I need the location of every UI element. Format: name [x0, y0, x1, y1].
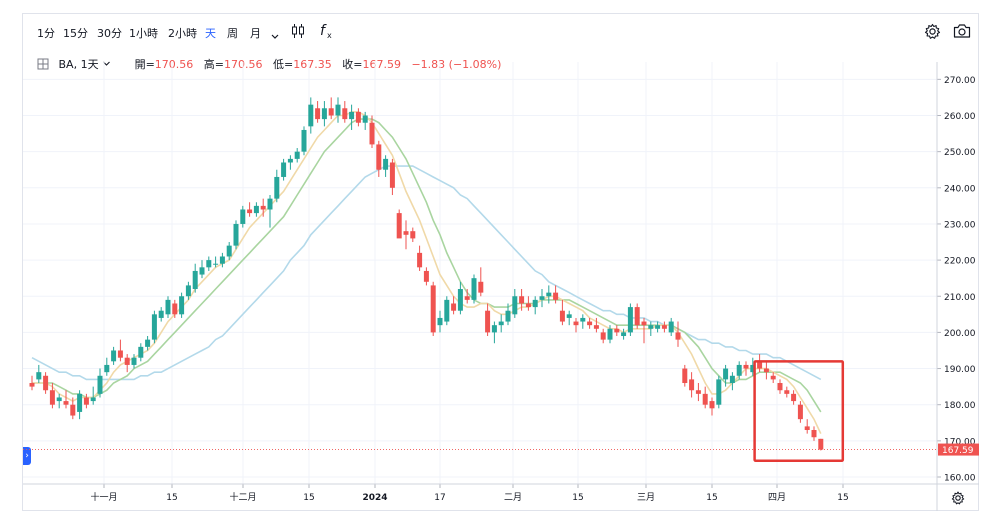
interval-day[interactable]: 天: [205, 27, 216, 40]
interval-month[interactable]: 月: [250, 27, 261, 40]
interval-30m[interactable]: 30分: [97, 27, 122, 40]
low-value: 167.35: [293, 57, 332, 71]
close-label: 收=: [342, 58, 363, 71]
close-value: 167.59: [362, 57, 401, 71]
symbol-label[interactable]: BA, 1天: [58, 58, 99, 71]
interval-15m[interactable]: 15分: [63, 27, 88, 40]
camera-icon[interactable]: [953, 23, 971, 39]
grid-icon[interactable]: [37, 58, 49, 70]
interval-2h[interactable]: 2小時: [168, 27, 197, 40]
interval-week[interactable]: 周: [227, 27, 238, 40]
interval-1h[interactable]: 1小時: [129, 27, 158, 40]
gear-icon[interactable]: [951, 490, 965, 505]
candles-icon[interactable]: [290, 23, 306, 39]
open-value: 170.56: [154, 57, 194, 71]
chevron-down-icon[interactable]: [102, 58, 111, 71]
svg-text:f: f: [320, 23, 327, 39]
open-label: 開=: [134, 58, 155, 71]
low-label: 低=: [273, 58, 294, 71]
change-value: −1.83 (−1.08%): [411, 57, 502, 71]
high-label: 高=: [203, 58, 225, 71]
chevron-right-icon[interactable]: ›: [23, 447, 31, 465]
gear-icon[interactable]: [924, 23, 941, 40]
interval-1m[interactable]: 1分: [37, 27, 55, 40]
svg-text:x: x: [327, 31, 332, 40]
high-value: 170.56: [224, 57, 263, 71]
ohlc-legend: BA, 1天 開=170.56 高=170.56 低=167.35 收=167.…: [37, 56, 501, 74]
chevron-down-icon[interactable]: [270, 26, 280, 39]
